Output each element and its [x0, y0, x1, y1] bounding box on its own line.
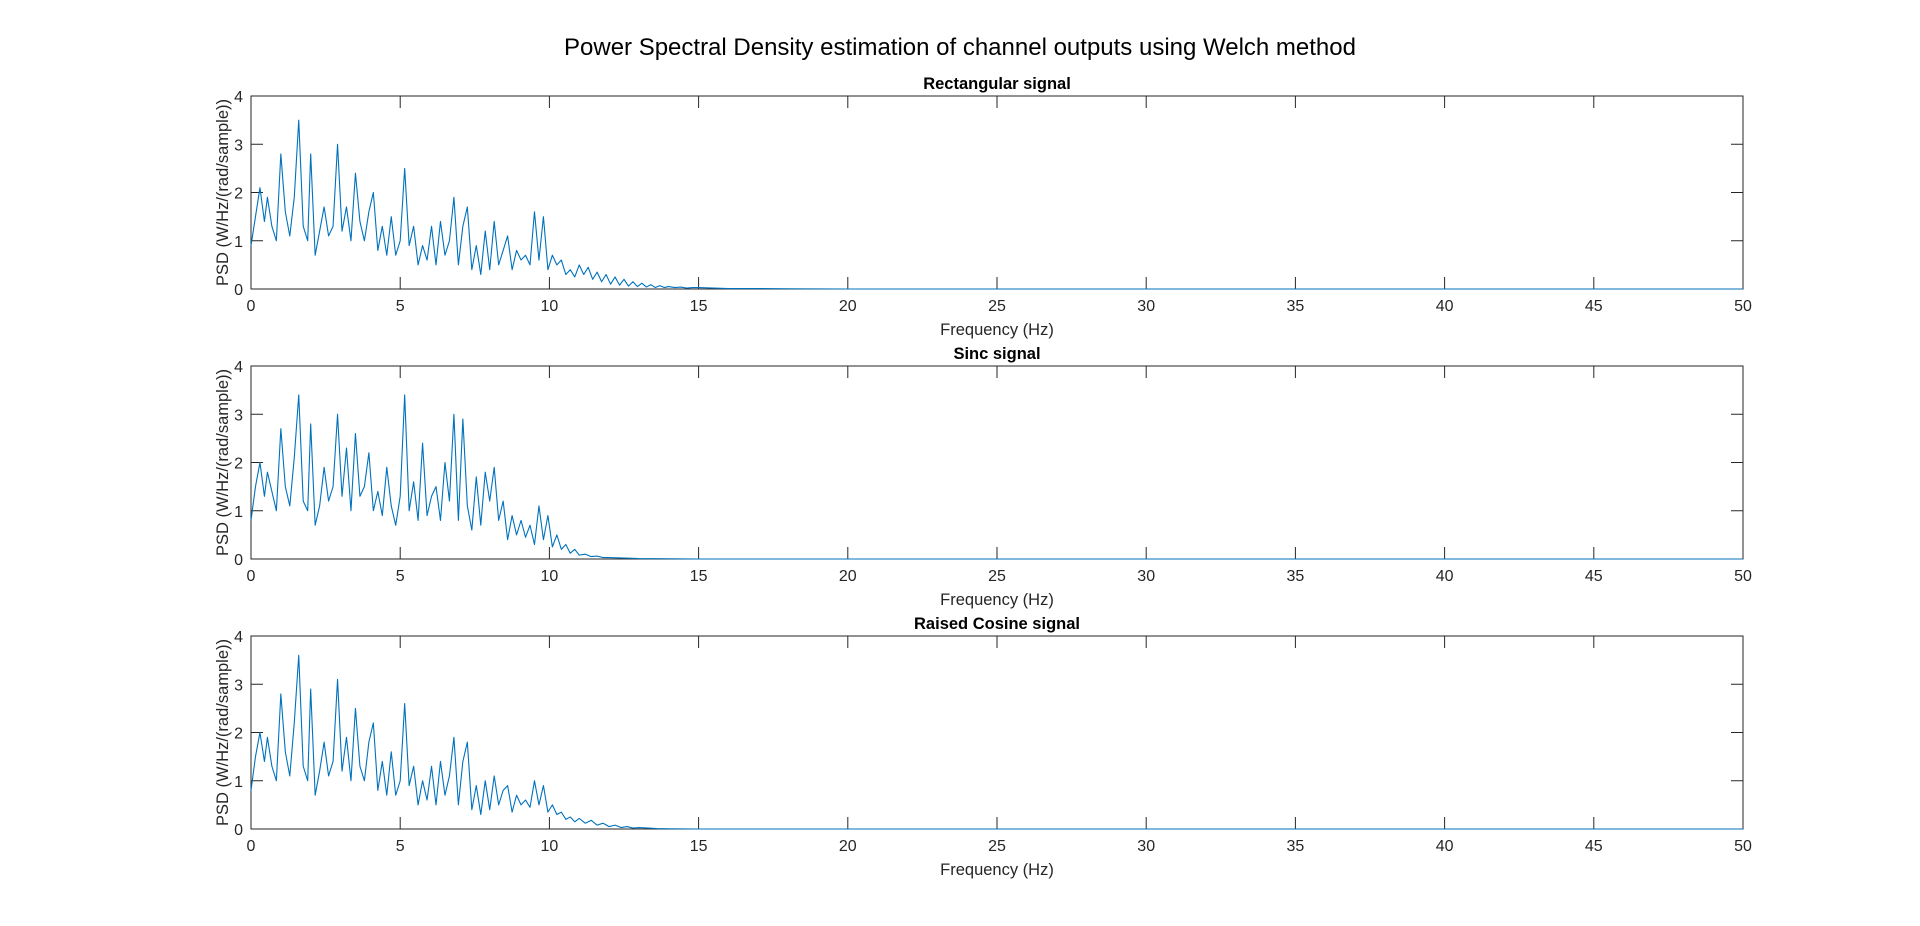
- y-tick-label: 4: [234, 89, 243, 106]
- x-tick-label: 40: [1436, 298, 1454, 315]
- y-axis-label: PSD (W/Hz/(rad/sample)): [214, 99, 232, 286]
- x-tick-label: 30: [1137, 838, 1155, 855]
- y-axis-label: PSD (W/Hz/(rad/sample)): [214, 639, 232, 826]
- y-tick-label: 0: [234, 822, 243, 839]
- x-axis-label: Frequency (Hz): [940, 861, 1054, 879]
- x-tick-label: 0: [247, 298, 256, 315]
- x-tick-label: 15: [690, 838, 708, 855]
- y-tick-label: 4: [234, 629, 243, 646]
- x-tick-label: 25: [988, 838, 1006, 855]
- x-tick-label: 50: [1734, 568, 1752, 585]
- y-tick-label: 3: [234, 407, 243, 424]
- x-tick-label: 25: [988, 568, 1006, 585]
- x-tick-label: 35: [1287, 298, 1305, 315]
- x-axis-label: Frequency (Hz): [940, 321, 1054, 339]
- y-tick-label: 2: [234, 186, 243, 203]
- x-axis-label: Frequency (Hz): [940, 591, 1054, 609]
- y-tick-label: 3: [234, 677, 243, 694]
- y-tick-label: 0: [234, 282, 243, 299]
- x-tick-label: 10: [541, 838, 559, 855]
- y-tick-label: 2: [234, 456, 243, 473]
- x-tick-label: 20: [839, 838, 857, 855]
- x-tick-label: 15: [690, 568, 708, 585]
- psd-series-line: [250, 119, 1743, 290]
- x-tick-label: 5: [396, 298, 405, 315]
- x-tick-label: 20: [839, 568, 857, 585]
- x-tick-label: 10: [541, 568, 559, 585]
- subplot-3: 0 5 10 15 20 25 30 35 40 45 50 0 1 2 3 4 Raised Cosine s…: [214, 615, 1752, 879]
- subplot-title: Rectangular signal: [923, 75, 1071, 93]
- x-tick-label: 40: [1436, 838, 1454, 855]
- x-tick-label: 45: [1585, 838, 1603, 855]
- x-tick-label: 30: [1137, 568, 1155, 585]
- x-tick-label: 45: [1585, 568, 1603, 585]
- psd-series-line: [250, 654, 1743, 830]
- x-tick-label: 20: [839, 298, 857, 315]
- x-tick-label: 5: [396, 568, 405, 585]
- x-tick-label: 0: [247, 568, 256, 585]
- x-tick-label: 35: [1287, 568, 1305, 585]
- x-tick-label: 15: [690, 298, 708, 315]
- subplot-title: Raised Cosine signal: [914, 615, 1080, 633]
- y-axis-label: PSD (W/Hz/(rad/sample)): [214, 369, 232, 556]
- x-tick-label: 50: [1734, 838, 1752, 855]
- x-tick-label: 5: [396, 838, 405, 855]
- subplot-title: Sinc signal: [953, 345, 1040, 363]
- y-tick-label: 1: [234, 504, 243, 521]
- plot-area-box: [250, 95, 1744, 290]
- y-tick-label: 3: [234, 137, 243, 154]
- figure-title: Power Spectral Density estimation of cha…: [564, 34, 1356, 61]
- x-tick-label: 45: [1585, 298, 1603, 315]
- x-tick-label: 25: [988, 298, 1006, 315]
- x-tick-label: 30: [1137, 298, 1155, 315]
- subplot-1: 0 5 10 15 20 25 30 35 40 45 50 0 1 2 3 4 Rectangular sig…: [214, 75, 1752, 339]
- y-tick-label: 1: [234, 774, 243, 791]
- plot-area-box: [250, 365, 1744, 560]
- x-tick-label: 35: [1287, 838, 1305, 855]
- x-tick-label: 10: [541, 298, 559, 315]
- x-tick-label: 50: [1734, 298, 1752, 315]
- plot-area-box: [250, 635, 1744, 830]
- psd-series-line: [250, 394, 1743, 560]
- y-tick-label: 1: [234, 234, 243, 251]
- x-tick-label: 40: [1436, 568, 1454, 585]
- y-tick-label: 0: [234, 552, 243, 569]
- y-tick-label: 4: [234, 359, 243, 376]
- x-tick-label: 0: [247, 838, 256, 855]
- y-tick-label: 2: [234, 726, 243, 743]
- subplot-2: 0 5 10 15 20 25 30 35 40 45 50 0 1 2 3 4 Sinc signal Freq…: [214, 345, 1752, 609]
